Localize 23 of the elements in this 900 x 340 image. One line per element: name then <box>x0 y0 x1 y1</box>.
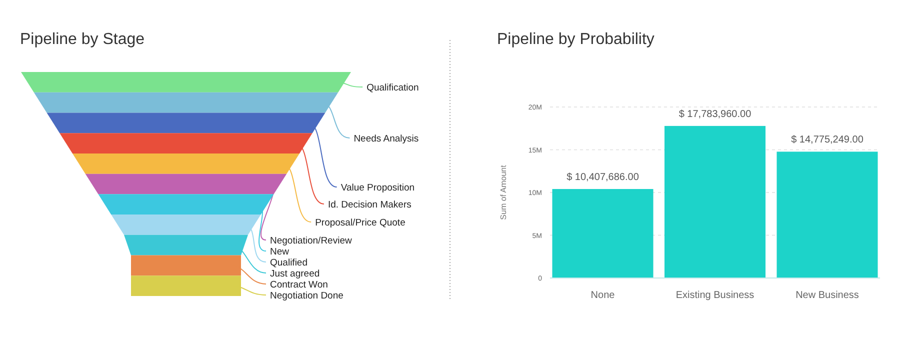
category-label: Qualification <box>366 82 419 94</box>
x-tick-label: New Business <box>796 290 859 301</box>
category-label: Proposal/Price Quote <box>315 218 406 228</box>
category-label: Negotiation Done <box>270 290 344 302</box>
bar <box>664 126 766 278</box>
data-label: $ 17,783,960.00 <box>678 108 752 120</box>
category-label: Qualified <box>270 258 308 268</box>
y-axis-title: Sum of Amount <box>499 164 508 220</box>
chart-title: Pipeline by Probability <box>497 31 654 48</box>
category-label: Negotiation/Review <box>270 236 352 246</box>
category-label: Needs Analysis <box>354 134 419 144</box>
data-label: $ 10,407,686.00 <box>566 172 640 184</box>
x-tick-label: None <box>590 290 616 301</box>
x-tick-label: Existing Business <box>676 290 754 301</box>
bar <box>552 189 654 278</box>
bar <box>776 152 878 278</box>
category-label: Contract Won <box>270 280 328 290</box>
data-label: $ 14,775,249.00 <box>791 134 864 146</box>
category-label: Id. Decision Makers <box>328 200 412 210</box>
category-label: Value Proposition <box>340 182 415 194</box>
category-label: Just agreed <box>270 268 320 280</box>
text: Pipeline by Stage <box>20 31 145 48</box>
category-label: New <box>270 246 290 258</box>
